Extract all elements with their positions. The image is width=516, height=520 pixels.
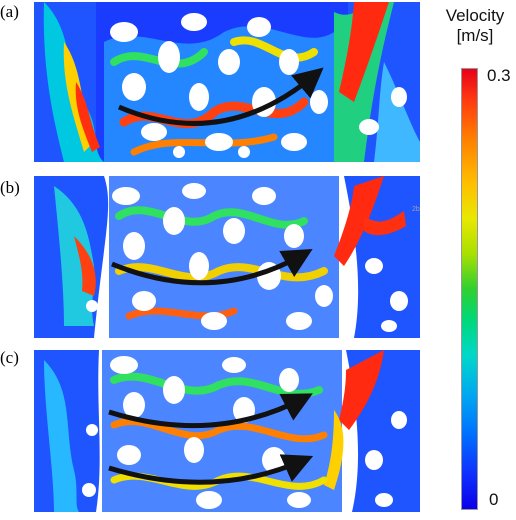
image-stamp: 2b: [412, 206, 420, 213]
velocity-field-c: [34, 350, 420, 512]
panel-label-c: (c): [0, 348, 19, 367]
flow-arrow-lower: [108, 454, 314, 485]
colorbar-title-line2: [m/s]: [456, 26, 494, 45]
panel-label-a: (a): [0, 2, 19, 21]
colorbar-max-label: 0.3: [487, 66, 511, 85]
flow-arrow-upper: [108, 393, 313, 429]
velocity-field-a: [34, 2, 420, 162]
flow-arrow: [111, 249, 313, 286]
flow-arrow: [118, 67, 324, 126]
colorbar-title-line1: Velocity: [445, 6, 505, 25]
colorbar-title: Velocity [m/s]: [434, 6, 516, 46]
velocity-field-panel-b: [34, 176, 420, 338]
velocity-field-b: [34, 176, 420, 338]
velocity-field-panel-a: [34, 2, 420, 162]
panel-label-b: (b): [0, 178, 20, 197]
velocity-field-panel-c: [34, 350, 420, 512]
velocity-colorbar: [461, 68, 478, 510]
colorbar-min-label: 0: [489, 490, 499, 509]
